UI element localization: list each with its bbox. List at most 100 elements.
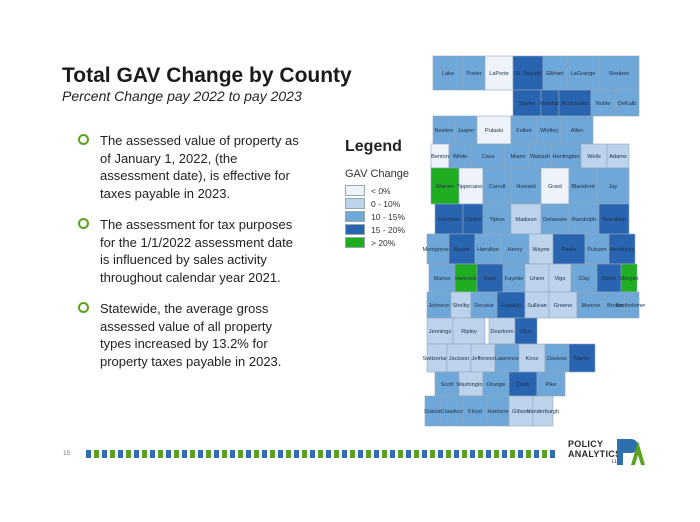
- bullet-text: Statewide, the average gross assessed va…: [100, 301, 282, 369]
- county-label: Ripley: [461, 329, 477, 335]
- bullet-list: The assessed value of property as of Jan…: [78, 132, 303, 384]
- county-decatur: [470, 291, 498, 319]
- county-label: St. Joseph: [515, 71, 541, 77]
- county-label: Tippecanoe: [456, 184, 485, 190]
- county-jefferson: [470, 343, 496, 373]
- county-warren: [430, 167, 460, 205]
- legend-label: 0 - 10%: [371, 198, 401, 209]
- county-monroe: [576, 291, 606, 319]
- county-label: Clay: [578, 276, 589, 282]
- county-label: Delaware: [543, 217, 567, 223]
- county-miami: [504, 143, 532, 169]
- county-label: Vanderburgh: [527, 409, 559, 415]
- county-blackford: [568, 167, 598, 205]
- county-label: Washington: [456, 382, 485, 388]
- county-label: Grant: [548, 184, 562, 190]
- county-knox: [518, 343, 546, 373]
- county-jennings: [426, 317, 454, 345]
- logo-line-3: LLC: [612, 459, 622, 465]
- county-label: Vermillion: [602, 217, 626, 223]
- bullet-item: Statewide, the average gross assessed va…: [78, 300, 303, 370]
- county-label: Benton: [431, 154, 449, 160]
- county-label: Sullivan: [527, 303, 547, 309]
- county-label: Clinton: [464, 217, 481, 223]
- indiana-county-map: Lake Porter LaPorte St. Joseph Elkhart LaGran…: [422, 55, 645, 427]
- bullet-circle-icon: [78, 134, 89, 145]
- county-noble: [590, 89, 616, 117]
- county-label: Wabash: [530, 154, 550, 160]
- bullet-text: The assessment for tax purposes for the …: [100, 217, 293, 285]
- county-huntington: [550, 143, 582, 169]
- county-clark: [508, 371, 538, 397]
- county-label: Hendricks: [610, 247, 635, 253]
- legend-label: < 0%: [371, 185, 391, 196]
- county-bartholomew: [624, 291, 640, 319]
- county-label: DeKalb: [618, 101, 636, 107]
- county-label: Hamilton: [477, 247, 499, 253]
- footer-dash-bar: [86, 450, 556, 458]
- county-label: Brown: [607, 303, 623, 309]
- county-label: Pike: [546, 382, 557, 388]
- county-label: Porter: [466, 71, 481, 77]
- county-scott: [434, 371, 460, 397]
- slide-title: Total GAV Change by County: [62, 64, 352, 87]
- county-label: Miami: [511, 154, 526, 160]
- county-label: Jackson: [449, 356, 470, 362]
- county-johnson: [426, 291, 452, 319]
- county-label: Huntington: [552, 154, 579, 160]
- logo-line-2: ANALYTICS: [568, 449, 622, 459]
- logo-line-1: POLICY: [568, 439, 604, 449]
- county-label: Bartholomew: [616, 303, 645, 309]
- county-franklin: [496, 291, 526, 319]
- county-label: Greene: [554, 303, 573, 309]
- county-label: Crawford: [441, 409, 464, 415]
- county-label: Montgomery: [422, 247, 453, 253]
- legend-swatch: [345, 224, 365, 235]
- legend-label: > 20%: [371, 237, 396, 248]
- county-label: Warren: [436, 184, 454, 190]
- slide-subtitle: Percent Change pay 2022 to pay 2023: [62, 88, 302, 104]
- county-madison: [510, 203, 542, 235]
- county-label: Dubois: [424, 409, 442, 415]
- county-greene: [548, 291, 578, 319]
- county-label: Fulton: [516, 128, 532, 134]
- county-label: Vigo: [554, 276, 565, 282]
- county-wayne: [528, 233, 554, 265]
- county-layer: Lake Porter LaPorte St. Joseph Elkhart LaGran…: [422, 55, 645, 427]
- county-label: Henry: [508, 247, 523, 253]
- county-dekalb: [614, 89, 640, 117]
- county-label: Owen: [602, 276, 617, 282]
- bullet-item: The assessment for tax purposes for the …: [78, 216, 303, 286]
- county-pike: [536, 371, 566, 397]
- county-washington: [458, 371, 484, 397]
- county-boone: [448, 233, 476, 265]
- county-label: Wells: [587, 154, 601, 160]
- county-label: Fayette: [505, 276, 524, 282]
- county-label: Scott: [441, 382, 454, 388]
- county-label: Monroe: [582, 303, 601, 309]
- county-hamilton: [474, 233, 502, 265]
- county-martin: [568, 343, 596, 373]
- county-tipton: [482, 203, 512, 235]
- county-label: Harrison: [487, 409, 508, 415]
- legend-label: 15 - 20%: [371, 224, 406, 235]
- county-st-joseph: [512, 55, 544, 91]
- county-label: Jay: [609, 184, 618, 190]
- county-vermillion: [598, 203, 630, 235]
- county-label: Shelby: [452, 303, 469, 309]
- county-label: Hancock: [455, 276, 477, 282]
- legend-swatch: [345, 211, 365, 222]
- legend-subtitle: GAV Change: [345, 168, 410, 180]
- county-carroll: [482, 167, 512, 205]
- county-label: Lake: [442, 71, 454, 77]
- legend-item: > 20%: [345, 236, 409, 249]
- county-label: Elkhart: [546, 71, 564, 77]
- county-label: Jasper: [458, 128, 475, 134]
- county-label: Carroll: [489, 184, 505, 190]
- county-label: Wayne: [532, 247, 549, 253]
- county-label: Marshall: [539, 101, 560, 107]
- county-kosciusko: [558, 89, 592, 117]
- county-label: Allen: [571, 128, 583, 134]
- county-label: Kosciusko: [562, 101, 588, 107]
- county-owen: [596, 263, 622, 293]
